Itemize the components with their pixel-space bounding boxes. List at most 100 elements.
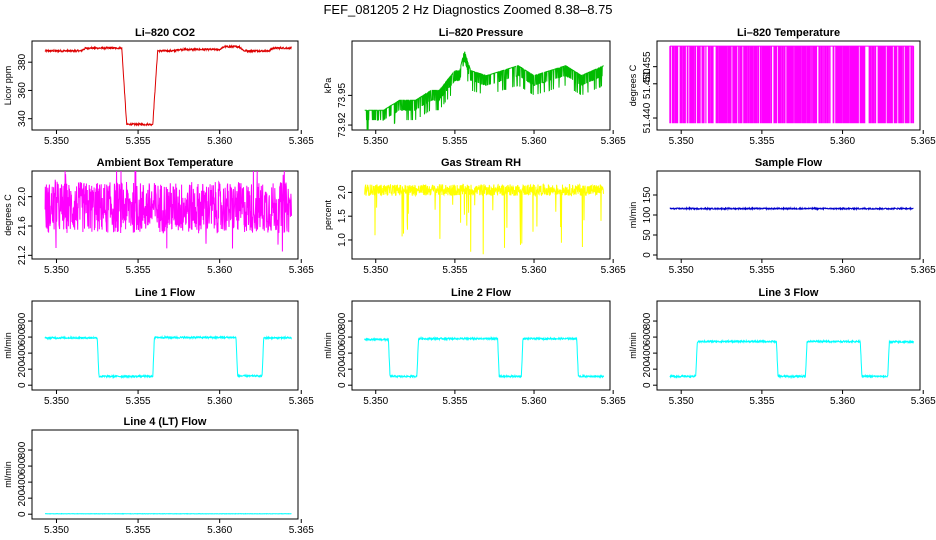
y-tick-label: 150	[642, 186, 653, 203]
x-tick-label: 5.355	[442, 265, 467, 276]
y-axis-label: degrees C	[628, 64, 638, 106]
series-line	[44, 44, 292, 127]
y-tick-label: 21.2	[17, 245, 28, 265]
plot-frame	[351, 40, 611, 131]
y-tick-label: 1.5	[337, 209, 348, 223]
series-line	[669, 206, 914, 212]
panel-title: Li–820 Pressure	[439, 27, 523, 39]
panel-title: Line 4 (LT) Flow	[124, 416, 207, 428]
plot-frame	[656, 300, 921, 391]
x-tick-label: 5.365	[911, 136, 936, 147]
panel-title: Sample Flow	[755, 157, 823, 169]
y-tick-label: 800	[17, 441, 28, 458]
x-tick-label: 5.360	[207, 396, 232, 407]
panel-5: Gas Stream RH 5.350 5.355 5.360 5.365 1.0 1.5 2…	[323, 157, 626, 276]
plot-frame	[351, 300, 611, 391]
x-tick-label: 5.350	[363, 265, 388, 276]
x-tick-label: 5.355	[442, 136, 467, 147]
x-tick-label: 5.360	[522, 265, 547, 276]
x-tick-label: 5.350	[669, 265, 694, 276]
y-axis-label: kPa	[323, 78, 333, 94]
x-tick-label: 5.360	[522, 396, 547, 407]
panel-1: Li–820 CO2 5.350 5.355 5.360 5.365 340 360 380 L…	[3, 27, 314, 147]
series-line	[364, 336, 605, 379]
y-axis-label: ml/min	[323, 332, 333, 359]
panel-7: Line 1 Flow 5.350 5.355 5.360 5.365 0 20040060…	[3, 287, 314, 407]
plot-frame	[351, 170, 611, 260]
y-axis-label: percent	[323, 199, 333, 230]
panel-title: Ambient Box Temperature	[97, 157, 234, 169]
x-tick-label: 5.350	[363, 396, 388, 407]
x-tick-label: 5.350	[44, 265, 69, 276]
y-tick-label: 51.440	[642, 102, 653, 133]
y-tick-label: 600	[337, 328, 348, 345]
x-tick-label: 5.355	[749, 396, 774, 407]
y-tick-label: 600	[642, 328, 653, 345]
x-tick-label: 5.365	[601, 396, 626, 407]
x-tick-label: 5.365	[289, 136, 314, 147]
x-tick-label: 5.360	[207, 525, 232, 536]
y-tick-label: 600	[17, 457, 28, 474]
y-tick-label: 73.92	[337, 112, 348, 137]
x-tick-label: 5.365	[911, 265, 936, 276]
y-tick-label: 200	[337, 360, 348, 377]
y-tick-label: 100	[642, 206, 653, 223]
panel-title: Line 2 Flow	[451, 287, 511, 299]
x-tick-label: 5.350	[669, 136, 694, 147]
plot-frame	[31, 40, 299, 131]
x-tick-label: 5.360	[830, 136, 855, 147]
x-tick-label: 5.355	[749, 136, 774, 147]
y-tick-label: 200	[17, 489, 28, 506]
plot-frame	[656, 170, 921, 260]
y-axis-label: ml/min	[3, 461, 13, 488]
y-tick-label: 800	[17, 312, 28, 329]
figure-title: FEF_081205 2 Hz Diagnostics Zoomed 8.38–…	[323, 2, 613, 17]
x-tick-label: 5.360	[830, 396, 855, 407]
y-tick-label: 1.0	[337, 233, 348, 247]
y-tick-label: 73.95	[337, 82, 348, 107]
x-tick-label: 5.365	[289, 396, 314, 407]
y-axis-label: ml/min	[3, 332, 13, 359]
panel-title: Line 1 Flow	[135, 287, 195, 299]
y-tick-label: 200	[642, 360, 653, 377]
y-tick-label: 360	[17, 82, 28, 99]
x-tick-label: 5.365	[911, 396, 936, 407]
x-tick-label: 5.360	[830, 265, 855, 276]
y-axis-label: ml/min	[628, 332, 638, 359]
x-tick-label: 5.365	[289, 265, 314, 276]
panel-3: Li–820 Temperature 5.350 5.355 5.360 5.365 51…	[628, 27, 936, 147]
y-tick-label: 600	[17, 328, 28, 345]
panel-title: Line 3 Flow	[759, 287, 819, 299]
plot-frame	[31, 429, 299, 520]
y-tick-label: 0	[17, 382, 28, 388]
x-tick-label: 5.355	[126, 396, 151, 407]
x-tick-label: 5.355	[126, 265, 151, 276]
y-tick-label: 400	[17, 344, 28, 361]
x-tick-label: 5.355	[126, 136, 151, 147]
panel-2: Li–820 Pressure 5.350 5.355 5.360 5.365 73.92…	[323, 27, 626, 147]
y-tick-label: 200	[17, 360, 28, 377]
y-tick-label: 400	[337, 344, 348, 361]
plot-frame	[31, 300, 299, 391]
y-axis-label: ml/min	[628, 202, 638, 229]
x-tick-label: 5.350	[44, 396, 69, 407]
y-tick-label: 2.0	[337, 185, 348, 199]
series-line	[364, 183, 605, 255]
panel-title: Li–820 Temperature	[737, 27, 840, 39]
y-tick-label: 51.455	[642, 51, 653, 82]
panel-6: Sample Flow 5.350 5.355 5.360 5.365 0 50 100 150…	[628, 157, 936, 276]
series-line	[364, 51, 604, 131]
y-tick-label: 340	[17, 110, 28, 127]
series-line	[669, 46, 915, 124]
plot-frame	[656, 40, 921, 131]
x-tick-label: 5.360	[207, 136, 232, 147]
y-tick-label: 0	[17, 511, 28, 517]
x-tick-label: 5.355	[126, 525, 151, 536]
x-tick-label: 5.365	[289, 525, 314, 536]
y-tick-label: 800	[337, 312, 348, 329]
series-line	[669, 338, 914, 380]
y-tick-label: 22.0	[17, 186, 28, 206]
series-line	[44, 170, 292, 252]
y-tick-label: 400	[642, 344, 653, 361]
y-tick-label: 0	[642, 382, 653, 388]
